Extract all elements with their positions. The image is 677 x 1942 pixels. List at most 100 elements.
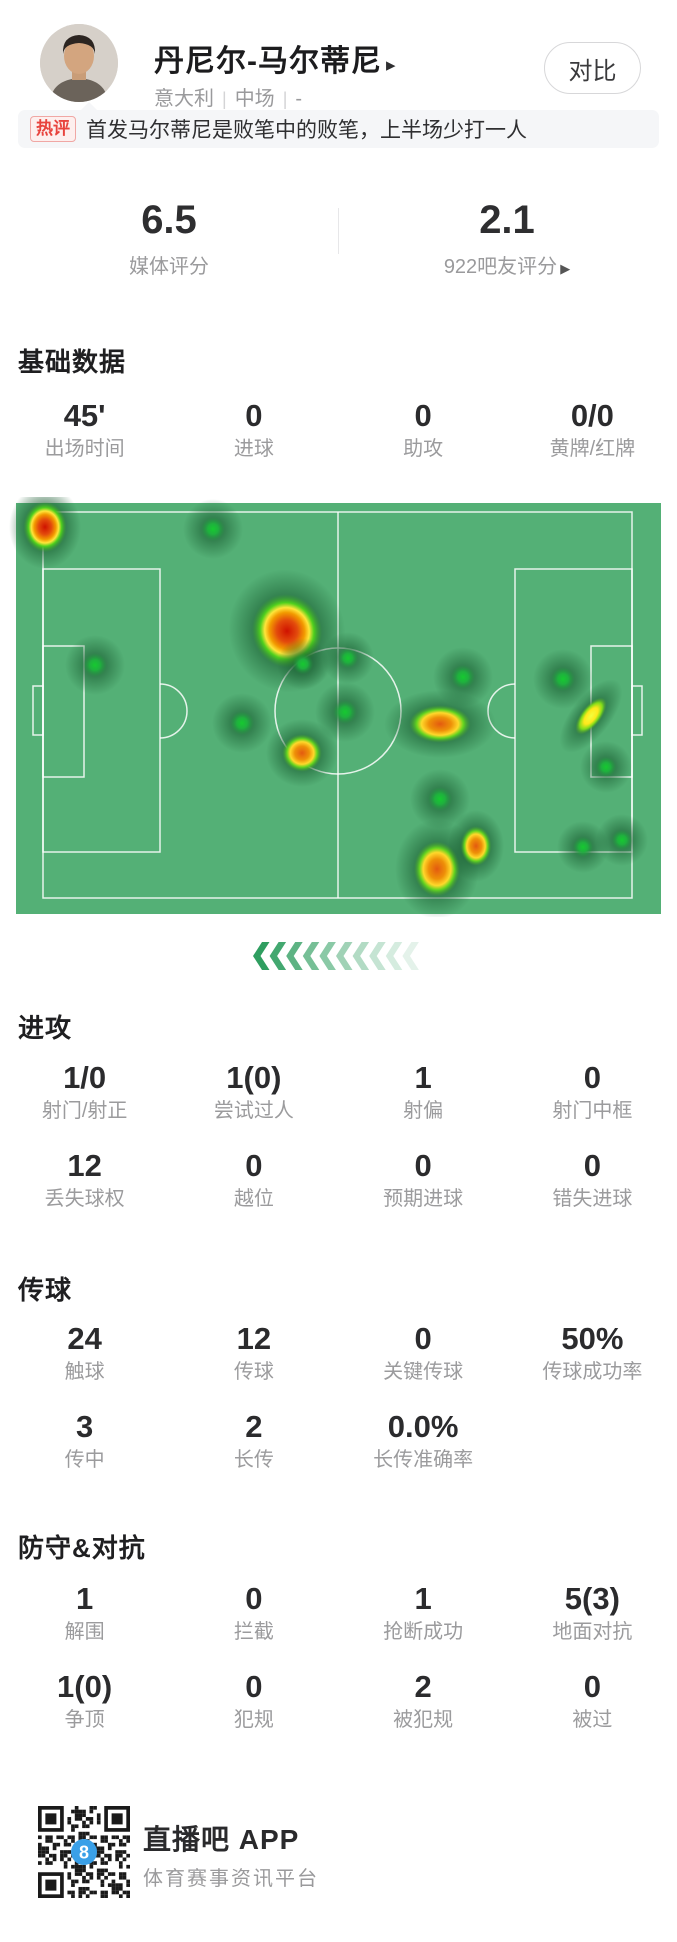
stat-label: 射门/射正 xyxy=(41,1100,128,1122)
stat-label: 争顶 xyxy=(64,1709,105,1731)
chevron-left-icons xyxy=(253,942,419,970)
pitch-lines xyxy=(32,511,643,899)
heat-spot-orange xyxy=(448,810,504,882)
stat-value: 0 xyxy=(583,1060,601,1095)
player-name[interactable]: 丹尼尔-马尔蒂尼 ▸ xyxy=(154,36,397,80)
stat-value: 12 xyxy=(67,1148,102,1183)
stat-label: 传球 xyxy=(233,1361,274,1383)
stat-value: 0 xyxy=(583,1148,601,1183)
stat-label: 尝试过人 xyxy=(213,1100,294,1122)
app-name: 直播吧 APP xyxy=(143,1824,300,1855)
player-team: - xyxy=(295,88,303,110)
heat-spot-green xyxy=(410,769,470,829)
qr-code: 8 xyxy=(38,1806,130,1898)
divider: | xyxy=(282,89,288,109)
stat-label: 传球成功率 xyxy=(542,1361,643,1383)
media-rating-value: 6.5 xyxy=(141,198,197,242)
player-position: 中场 xyxy=(234,88,275,110)
chevron-left-icon xyxy=(269,942,287,970)
stat-item: 0 错失进球 xyxy=(508,1146,677,1212)
stat-value: 5(3) xyxy=(564,1581,620,1616)
avatar-photo-placeholder xyxy=(40,24,118,102)
stat-value: 0 xyxy=(414,1321,432,1356)
player-nationality: 意大利 xyxy=(154,88,214,110)
stat-value: 2 xyxy=(414,1669,432,1704)
heat-spot-yellow xyxy=(559,679,623,753)
divider: | xyxy=(222,89,227,109)
heat-spot-green xyxy=(433,647,493,707)
stat-value: 0 xyxy=(245,1148,263,1183)
player-subtitle: 意大利 | 中场 | - xyxy=(154,82,302,111)
fans-rating-label: 922吧友评分 ▶ xyxy=(443,256,571,278)
hot-comment-badge: 热评 xyxy=(30,116,76,142)
heat-spot-green xyxy=(557,821,609,873)
stat-item: 1(0) 尝试过人 xyxy=(169,1058,338,1124)
heat-spot-orange xyxy=(266,719,338,787)
heat-spot-green xyxy=(65,635,125,695)
heat-spot-green xyxy=(596,814,648,866)
chevron-left-icon xyxy=(352,942,370,970)
stat-item: 0 进球 xyxy=(169,396,338,462)
arrow-right-icon: ▶ xyxy=(560,261,571,276)
stat-label: 被犯规 xyxy=(393,1709,454,1731)
stat-value: 0 xyxy=(583,1669,601,1704)
stat-value: 24 xyxy=(67,1321,102,1356)
section-title-basic: 基础数据 xyxy=(18,347,127,377)
stat-label: 触球 xyxy=(64,1361,105,1383)
stat-label: 传中 xyxy=(64,1449,105,1471)
stat-value: 0 xyxy=(245,1669,263,1704)
heat-spot-green xyxy=(580,741,632,793)
stat-item: 0.0% 长传准确率 xyxy=(339,1407,508,1473)
stat-label: 射偏 xyxy=(403,1100,444,1122)
stat-item: 0 预期进球 xyxy=(339,1146,508,1212)
stat-label: 被过 xyxy=(572,1709,613,1731)
heat-spot-orange xyxy=(384,690,496,758)
stat-item: 24 触球 xyxy=(0,1319,169,1385)
chevron-left-icon xyxy=(286,942,303,970)
compare-button[interactable]: 对比 xyxy=(544,42,641,94)
section-title-passing: 传球 xyxy=(18,1275,73,1305)
stat-value: 0 xyxy=(245,1581,263,1616)
ratings-row: 6.5 媒体评分 2.1 922吧友评分 ▶ xyxy=(0,196,677,279)
stat-value: 0/0 xyxy=(570,398,614,433)
player-avatar xyxy=(40,24,118,102)
app-tagline: 体育赛事资讯平台 xyxy=(143,1868,319,1890)
stat-label: 出场时间 xyxy=(44,438,125,460)
stat-value: 0.0% xyxy=(387,1409,459,1444)
vertical-divider xyxy=(338,208,339,254)
stat-item: 0 关键传球 xyxy=(339,1319,508,1385)
stat-item: 2 长传 xyxy=(169,1407,338,1473)
hot-comment-bar[interactable]: 热评 首发马尔蒂尼是败笔中的败笔，上半场少打一人 xyxy=(18,102,659,148)
passing-stats-grid: 24 触球 12 传球 0 关键传球 50% 传球成功率 3 传中 2 长传 0.0% 长传准确率 xyxy=(0,1319,677,1473)
stat-label: 预期进球 xyxy=(383,1188,464,1210)
stat-value: 1 xyxy=(414,1060,432,1095)
heat-spot-green xyxy=(322,632,374,684)
stat-label: 丢失球权 xyxy=(44,1188,125,1210)
stat-label: 越位 xyxy=(233,1188,274,1210)
stat-value: 0 xyxy=(414,1148,432,1183)
stat-item: 0 射门中框 xyxy=(508,1058,677,1124)
stat-item: 45' 出场时间 xyxy=(0,396,169,462)
stat-value: 50% xyxy=(561,1321,624,1356)
stat-item: 1(0) 争顶 xyxy=(0,1667,169,1733)
stat-item: 12 丢失球权 xyxy=(0,1146,169,1212)
media-rating-label: 媒体评分 xyxy=(129,256,209,278)
heat-spot-green xyxy=(277,638,329,690)
stat-item: 2 被犯规 xyxy=(339,1667,508,1733)
stat-item: 12 传球 xyxy=(169,1319,338,1385)
stat-label: 射门中框 xyxy=(552,1100,633,1122)
fans-rating[interactable]: 2.1 922吧友评分 ▶ xyxy=(338,196,676,279)
stat-label: 助攻 xyxy=(403,438,444,460)
stat-item: 1 解围 xyxy=(0,1579,169,1645)
basic-stats-grid: 45' 出场时间 0 进球 0 助攻 0/0 黄牌/红牌 xyxy=(0,396,677,462)
heat-spot-green xyxy=(183,499,243,559)
stat-item: 0/0 黄牌/红牌 xyxy=(508,396,677,462)
heatmap-pitch xyxy=(9,497,661,917)
stat-item: 50% 传球成功率 xyxy=(508,1319,677,1385)
chevron-left-icon xyxy=(385,942,403,970)
heat-spot-hot xyxy=(9,497,81,569)
stat-label: 关键传球 xyxy=(383,1361,464,1383)
chevron-left-icon xyxy=(253,942,270,970)
stat-value: 0 xyxy=(414,398,432,433)
chevron-left-icon xyxy=(336,942,353,970)
